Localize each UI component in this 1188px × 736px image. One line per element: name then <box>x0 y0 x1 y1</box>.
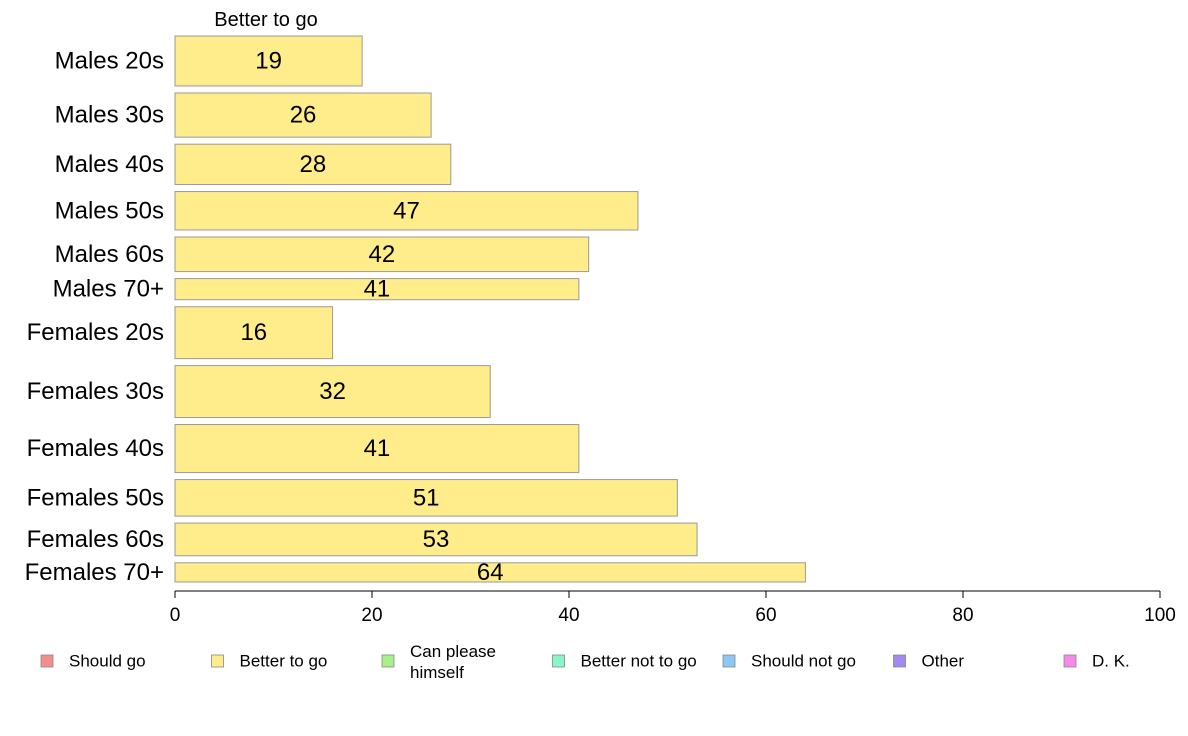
x-tick-label: 60 <box>755 605 776 626</box>
data-label: 53 <box>423 526 450 553</box>
x-tick-label: 20 <box>361 605 382 626</box>
category-label: Males 30s <box>55 102 164 129</box>
series-column-title: Better to go <box>214 9 317 31</box>
legend-swatch <box>1063 654 1077 668</box>
category-label: Males 50s <box>55 197 164 224</box>
legend-swatch <box>381 654 395 668</box>
legend-swatch <box>893 654 906 668</box>
category-label: Males 60s <box>55 241 164 268</box>
bar-males-30s <box>174 92 432 138</box>
x-tick-label: 0 <box>170 605 181 626</box>
bar-males-20s <box>174 35 363 87</box>
category-label: Females 40s <box>27 435 164 462</box>
legend-swatch <box>722 654 736 668</box>
category-label: Males 40s <box>55 151 164 178</box>
bar-females-40s <box>174 424 580 474</box>
legend-label: Can please himself <box>410 642 496 682</box>
data-label: 28 <box>300 151 327 178</box>
legend-label: Should not go <box>751 652 856 671</box>
bar-females-50s <box>174 479 678 517</box>
legend-label: Better to go <box>240 652 328 671</box>
legend-swatch <box>552 654 565 668</box>
category-label: Males 70+ <box>53 276 164 303</box>
category-label: Females 60s <box>27 526 164 553</box>
bars-group: Males 20s 19 Males 30s 26 Males 40s 28 Males 5… <box>25 35 806 586</box>
category-label: Females 50s <box>27 484 164 511</box>
bar-females-60s <box>174 522 698 557</box>
bar-males-50s <box>174 191 639 231</box>
bar-males-40s <box>174 143 452 186</box>
x-tick-label: 40 <box>558 605 579 626</box>
x-axis: 0 20 40 60 80 100 <box>170 590 1176 626</box>
bar-females-70- <box>174 562 806 583</box>
data-label: 42 <box>368 241 395 268</box>
x-tick-label: 80 <box>952 605 973 626</box>
bar-males-70- <box>174 278 580 301</box>
bar-males-60s <box>174 236 590 273</box>
x-tick-label: 100 <box>1144 605 1176 626</box>
data-label: 51 <box>413 484 440 511</box>
category-label: Females 20s <box>27 319 164 346</box>
legend-label: Other <box>922 652 965 671</box>
legend-swatch <box>211 654 224 668</box>
legend-label-line: Can please <box>410 642 496 661</box>
legend: Should go Better to go Can please himself Be… <box>40 642 1130 682</box>
category-label: Females 30s <box>27 378 164 405</box>
legend-label: D. K. <box>1092 652 1130 671</box>
data-label: 47 <box>393 197 420 224</box>
data-label: 26 <box>290 102 317 129</box>
data-label: 32 <box>319 378 346 405</box>
data-label: 41 <box>364 276 391 303</box>
legend-label: Better not to go <box>581 652 697 671</box>
data-label: 19 <box>255 47 282 74</box>
bar-females-30s <box>174 365 491 419</box>
legend-label-line: himself <box>410 663 464 682</box>
data-label: 64 <box>477 559 504 586</box>
data-label: 41 <box>364 435 391 462</box>
bar-females-20s <box>174 306 334 360</box>
legend-swatch <box>40 654 54 668</box>
data-label: 16 <box>240 319 267 346</box>
category-label: Males 20s <box>55 47 164 74</box>
category-label: Females 70+ <box>25 559 164 586</box>
legend-label: Should go <box>69 652 146 671</box>
